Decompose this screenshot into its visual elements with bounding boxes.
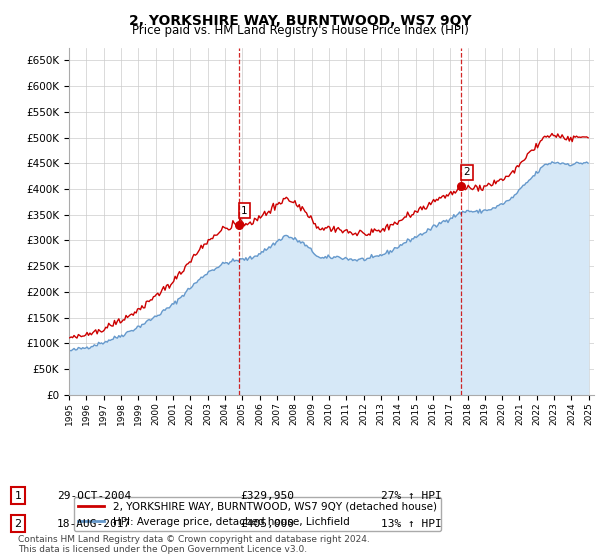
- Legend: 2, YORKSHIRE WAY, BURNTWOOD, WS7 9QY (detached house), HPI: Average price, detac: 2, YORKSHIRE WAY, BURNTWOOD, WS7 9QY (de…: [74, 497, 441, 531]
- Text: £405,000: £405,000: [240, 519, 294, 529]
- Text: 13% ↑ HPI: 13% ↑ HPI: [381, 519, 442, 529]
- Text: 1: 1: [241, 206, 248, 216]
- Text: 1: 1: [14, 491, 22, 501]
- Text: Price paid vs. HM Land Registry's House Price Index (HPI): Price paid vs. HM Land Registry's House …: [131, 24, 469, 37]
- Text: 29-OCT-2004: 29-OCT-2004: [57, 491, 131, 501]
- Text: 2: 2: [14, 519, 22, 529]
- Text: 2: 2: [464, 167, 470, 177]
- Text: 2, YORKSHIRE WAY, BURNTWOOD, WS7 9QY: 2, YORKSHIRE WAY, BURNTWOOD, WS7 9QY: [128, 14, 472, 28]
- Text: Contains HM Land Registry data © Crown copyright and database right 2024.
This d: Contains HM Land Registry data © Crown c…: [18, 535, 370, 554]
- Text: 27% ↑ HPI: 27% ↑ HPI: [381, 491, 442, 501]
- Text: £329,950: £329,950: [240, 491, 294, 501]
- Text: 18-AUG-2017: 18-AUG-2017: [57, 519, 131, 529]
